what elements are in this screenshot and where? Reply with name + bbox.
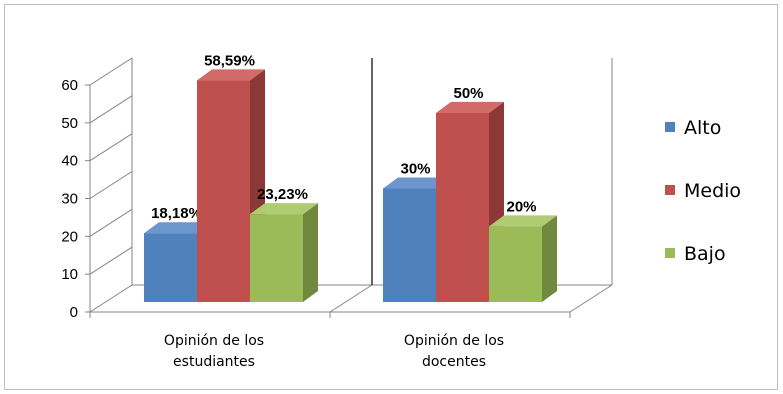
data-label-medio-2: 50% — [453, 85, 483, 102]
y-tick-label-50: 50 — [61, 115, 78, 132]
floor-separator-1 — [329, 284, 373, 313]
bar-front-medio-1 — [197, 80, 250, 302]
category-label-2-line-2: docentes — [422, 354, 486, 370]
bar-side-bajo-1 — [303, 203, 318, 302]
y-wall-line-20 — [89, 208, 133, 237]
y-wall-line-0 — [89, 284, 133, 313]
bar-top-bajo-1 — [250, 203, 318, 215]
bar-top-medio-2 — [436, 101, 504, 113]
legend-item-alto: Alto — [665, 117, 721, 139]
data-label-bajo-2: 20% — [506, 198, 536, 215]
bar-side-bajo-2 — [542, 215, 557, 302]
legend-swatch-alto — [665, 122, 675, 132]
y-wall-line-30 — [89, 171, 133, 199]
bar-top-alto-2 — [383, 177, 451, 189]
bar-medio-1 — [197, 69, 265, 302]
legend-item-bajo: Bajo — [665, 243, 726, 265]
bar-top-medio-1 — [197, 69, 265, 81]
floor-right-edge — [569, 284, 613, 313]
category-label-2-line-1: Opinión de los — [404, 333, 504, 349]
data-label-alto-1: 18,18% — [151, 205, 202, 222]
bar-top-bajo-2 — [489, 215, 557, 227]
legend-item-medio: Medio — [665, 180, 741, 202]
y-tick-label-60: 60 — [61, 77, 78, 94]
bar-top-alto-1 — [144, 222, 212, 234]
bar-front-medio-2 — [436, 112, 489, 302]
y-wall-line-60 — [89, 57, 133, 86]
legend-label-bajo: Bajo — [684, 243, 726, 265]
bar-front-bajo-1 — [250, 214, 303, 302]
category-label-1-line-2: estudiantes — [173, 354, 255, 370]
y-tick-label-0: 0 — [70, 304, 78, 321]
legend-swatch-bajo — [665, 248, 675, 258]
category-label-1-line-1: Opinión de los — [164, 333, 264, 349]
legend-swatch-medio — [665, 185, 675, 195]
y-wall-line-50 — [89, 95, 133, 124]
bar-front-alto-2 — [383, 188, 436, 302]
y-tick-label-10: 10 — [61, 266, 78, 283]
legend-label-medio: Medio — [684, 180, 741, 202]
data-label-bajo-1: 23,23% — [257, 186, 308, 203]
legend-label-alto: Alto — [684, 117, 721, 139]
bar-front-alto-1 — [144, 233, 197, 302]
data-label-medio-1: 58,59% — [204, 52, 255, 69]
bar-front-bajo-2 — [489, 226, 542, 302]
y-tick-label-30: 30 — [61, 191, 78, 208]
bar-bajo-1 — [250, 203, 318, 302]
bar-bajo-2 — [489, 215, 557, 302]
bar-medio-2 — [436, 101, 504, 302]
y-tick-label-20: 20 — [61, 228, 78, 245]
data-label-alto-2: 30% — [400, 161, 430, 178]
y-wall-line-10 — [89, 246, 133, 275]
y-wall-line-40 — [89, 133, 133, 162]
y-tick-label-40: 40 — [61, 153, 78, 170]
